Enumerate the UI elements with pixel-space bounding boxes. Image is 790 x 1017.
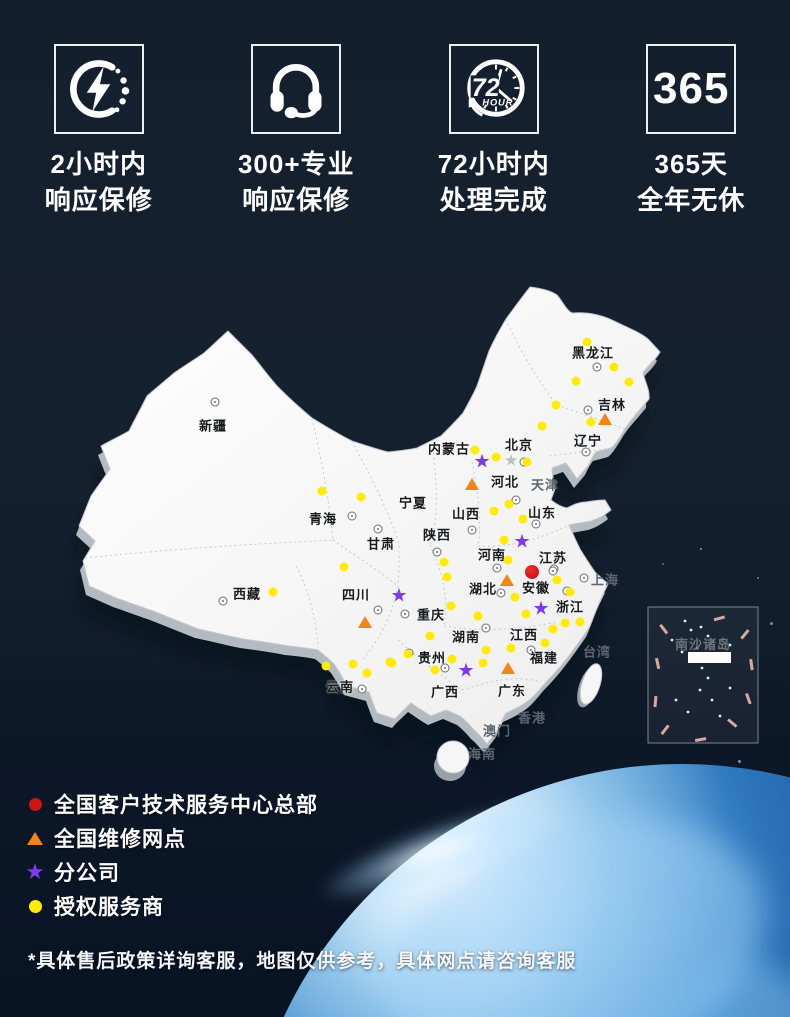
feature-300-pros: 300+专业 响应保修 — [198, 44, 396, 218]
feature-line1: 72小时内 — [437, 149, 550, 179]
legend-row-authorized: 授权服务商 — [22, 889, 318, 923]
mainland-shape — [75, 286, 661, 770]
feature-line1: 300+专业 — [237, 149, 355, 179]
star-speck — [770, 622, 773, 625]
legend-label: 分公司 — [54, 862, 120, 885]
legend-label: 全国客户技术服务中心总部 — [54, 794, 318, 817]
hainan-island — [434, 740, 470, 781]
lightning-clock-icon — [53, 44, 144, 134]
clock-72-icon: 72 HOUR — [448, 44, 539, 134]
feature-line2: 响应保修 — [44, 185, 153, 215]
legend-row-headquarters: 全国客户技术服务中心总部 — [22, 787, 318, 821]
repair-triangle-icon — [27, 831, 43, 845]
taiwan-island — [577, 663, 603, 708]
disclaimer-text: *具体售后政策详询客服，地图仅供参考，具体网点请咨询客服 — [28, 951, 577, 972]
feature-line1: 2小时内 — [50, 149, 147, 179]
province-borders — [84, 318, 626, 691]
legend-row-repair: 全国维修网点 — [22, 821, 318, 855]
feature-365-days: 365 365天 全年无休 — [593, 44, 790, 218]
service-features: 2小时内 响应保修 300+专业 响应保修 — [0, 44, 790, 218]
inset-label: 南沙诸岛 — [675, 637, 731, 652]
authorized-dot-icon — [28, 899, 42, 913]
text-365-icon: 365 — [646, 44, 737, 134]
icon-72-number: 72 — [471, 74, 499, 102]
legend-label: 授权服务商 — [54, 896, 164, 919]
nine-dash-line — [653, 615, 754, 743]
headset-icon — [251, 44, 342, 134]
feature-line1: 365天 — [654, 149, 728, 179]
feature-72h-done: 72 HOUR 72小时内 处理完成 — [395, 44, 593, 218]
feature-line2: 响应保修 — [242, 185, 351, 215]
icon-365-number: 365 — [653, 64, 730, 113]
branch-star-icon: ★ — [25, 859, 45, 884]
feature-line2: 全年无休 — [637, 185, 746, 215]
icon-hour-text: HOUR — [482, 98, 513, 108]
map-legend: 全国客户技术服务中心总部 全国维修网点 ★ 分公司 授权服务商 — [22, 787, 318, 923]
legend-row-branch: ★ 分公司 — [22, 855, 318, 889]
legend-label: 全国维修网点 — [54, 828, 186, 851]
feature-2h-response: 2小时内 响应保修 — [0, 44, 198, 218]
star-speck — [662, 563, 664, 565]
inset-white-box — [688, 652, 731, 663]
star-speck — [738, 760, 741, 763]
south-china-sea-inset: 南沙诸岛 — [647, 606, 759, 744]
hq-dot-icon — [28, 797, 42, 811]
star-speck — [757, 577, 759, 579]
star-speck — [700, 548, 702, 550]
feature-line2: 处理完成 — [439, 185, 548, 215]
